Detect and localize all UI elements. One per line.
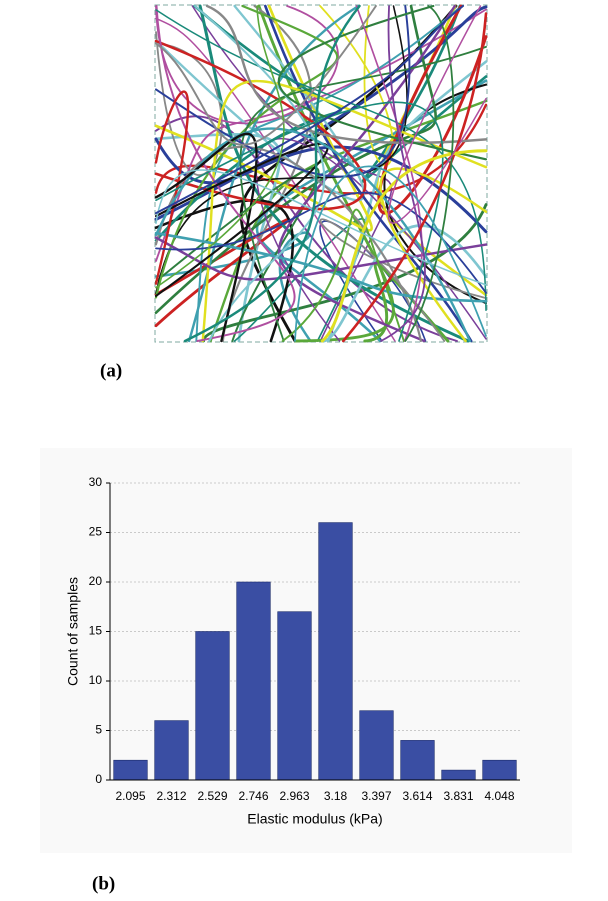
fiber bbox=[154, 4, 465, 215]
fiber bbox=[294, 165, 487, 342]
fiber bbox=[404, 5, 455, 342]
fiber bbox=[154, 90, 190, 285]
y-tick-label: 10 bbox=[89, 673, 103, 687]
fiber bbox=[155, 17, 396, 342]
x-tick-label: 2.529 bbox=[197, 789, 227, 803]
fiber bbox=[154, 142, 329, 297]
fiber bbox=[155, 9, 487, 312]
y-tick-label: 25 bbox=[89, 525, 103, 539]
fiber bbox=[154, 132, 258, 343]
fiber bbox=[319, 218, 487, 342]
bar bbox=[195, 631, 230, 781]
fiber bbox=[154, 199, 294, 343]
bar bbox=[400, 740, 435, 781]
fiber bbox=[380, 5, 426, 342]
x-tick-label: 3.18 bbox=[324, 789, 348, 803]
bar bbox=[277, 611, 312, 781]
y-tick-label: 30 bbox=[89, 475, 103, 489]
bar bbox=[318, 522, 353, 781]
x-tick-label: 2.746 bbox=[238, 789, 268, 803]
fiber bbox=[154, 4, 373, 232]
fiber bbox=[155, 191, 487, 294]
bar bbox=[359, 710, 394, 781]
fiber bbox=[277, 4, 488, 161]
x-tick-label: 3.831 bbox=[443, 789, 473, 803]
fiber bbox=[341, 12, 488, 343]
bar bbox=[236, 581, 271, 781]
panel-label: (b) bbox=[92, 873, 115, 894]
fiber bbox=[154, 231, 488, 303]
y-tick-label: 20 bbox=[89, 574, 103, 588]
panel-label: (a) bbox=[100, 360, 122, 381]
x-tick-label: 3.614 bbox=[402, 789, 432, 803]
fiber bbox=[387, 5, 487, 224]
fiber bbox=[154, 39, 367, 211]
fiber bbox=[379, 167, 488, 343]
fiber bbox=[201, 79, 488, 343]
bar bbox=[154, 720, 189, 781]
fiber bbox=[183, 4, 361, 343]
fiber bbox=[155, 5, 339, 125]
fiber-network bbox=[154, 4, 488, 343]
fiber bbox=[155, 5, 285, 289]
y-tick-label: 15 bbox=[89, 624, 103, 638]
x-axis-label: Elastic modulus (kPa) bbox=[247, 811, 382, 827]
bar bbox=[482, 759, 517, 781]
y-tick-label: 5 bbox=[95, 723, 102, 737]
fiber bbox=[155, 5, 377, 146]
fiber bbox=[355, 5, 423, 342]
fiber bbox=[154, 217, 291, 328]
bar-chart: 0 5 10 15 20 25 30 2.095 2.312 2.529 2.746 2.963 3.1… bbox=[65, 475, 520, 827]
fiber bbox=[155, 101, 444, 342]
x-tick-label: 2.963 bbox=[279, 789, 309, 803]
fiber bbox=[154, 236, 488, 281]
x-tick-label: 2.095 bbox=[115, 789, 145, 803]
bar bbox=[113, 759, 148, 781]
fiber bbox=[155, 5, 411, 178]
fiber bbox=[155, 169, 487, 286]
bar bbox=[441, 769, 476, 781]
y-axis-label: Count of samples bbox=[65, 577, 81, 686]
x-tick-label: 3.397 bbox=[361, 789, 391, 803]
fiber bbox=[281, 208, 405, 342]
fiber bbox=[205, 4, 488, 145]
fiber bbox=[383, 83, 488, 305]
x-tick-label: 4.048 bbox=[484, 789, 514, 803]
fiber bbox=[361, 4, 488, 183]
x-tick-label: 2.312 bbox=[156, 789, 186, 803]
y-tick-label: 0 bbox=[95, 772, 102, 786]
